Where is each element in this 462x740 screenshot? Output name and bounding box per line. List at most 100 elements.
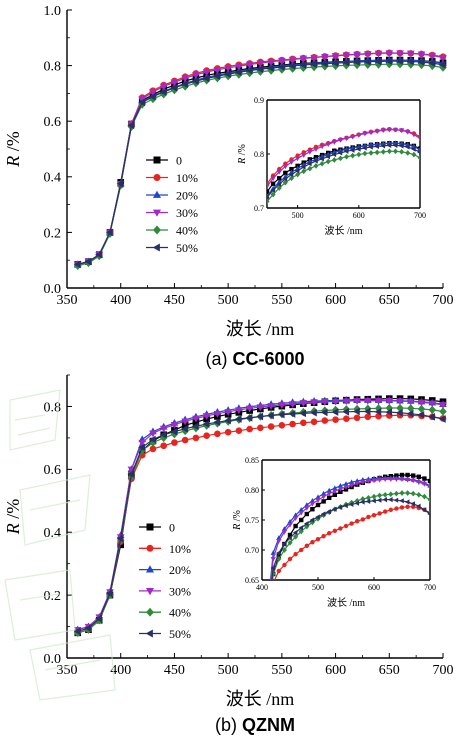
data-point: [411, 146, 416, 152]
data-point: [343, 523, 349, 529]
data-point: [354, 481, 360, 487]
legend-item: 0: [139, 521, 175, 535]
legend-marker: [153, 174, 161, 182]
data-point: [159, 425, 168, 433]
data-point: [288, 171, 294, 178]
data-point: [399, 149, 405, 155]
legend-marker: [145, 588, 155, 596]
legend-marker: [152, 243, 160, 252]
data-point: [374, 407, 382, 416]
data-point: [320, 408, 328, 417]
x-tick-label: 500: [218, 663, 239, 678]
data-point: [404, 477, 411, 483]
data-point: [332, 506, 337, 512]
data-point: [385, 408, 392, 416]
legend-1: 0 10% 20% 30% 40% 50%: [139, 521, 191, 641]
data-point: [288, 401, 297, 408]
data-point: [393, 490, 399, 497]
data-point: [234, 68, 242, 77]
data-point: [256, 60, 265, 68]
series-50%: [73, 407, 446, 636]
data-point: [348, 483, 355, 488]
data-point: [364, 413, 372, 421]
data-point: [116, 534, 124, 543]
data-point: [224, 70, 231, 79]
data-point: [405, 504, 410, 509]
data-point: [315, 536, 321, 542]
data-point: [267, 59, 275, 66]
data-point: [377, 511, 382, 516]
data-point: [388, 491, 394, 498]
data-point: [301, 153, 307, 158]
data-point: [319, 156, 324, 162]
data-point: [256, 412, 264, 421]
data-point: [363, 398, 372, 405]
data-point: [202, 69, 211, 77]
x-tick-label: 600: [368, 583, 380, 592]
legend-label: 20%: [169, 563, 191, 577]
data-point: [393, 148, 399, 155]
series-30%: [73, 50, 447, 269]
data-point: [293, 533, 299, 540]
x-tick-label: 550: [271, 293, 292, 308]
legend-label: 50%: [169, 627, 191, 641]
data-point: [362, 145, 367, 151]
y-tick-label: 1.0: [44, 4, 62, 19]
data-point: [278, 57, 286, 65]
data-point: [224, 428, 232, 436]
data-point: [313, 158, 318, 164]
x-tick-label: 550: [271, 663, 292, 678]
legend-label: 30%: [176, 206, 198, 220]
data-point: [405, 150, 411, 156]
data-point: [95, 614, 102, 623]
data-point: [326, 508, 332, 515]
data-point: [354, 500, 360, 506]
legend-marker: [153, 156, 161, 164]
data-point: [374, 50, 383, 58]
data-point: [363, 57, 371, 66]
data-point: [374, 398, 383, 405]
data-point: [270, 176, 276, 182]
y-tick-label: 0.8: [44, 400, 62, 415]
data-point: [293, 551, 298, 557]
data-point: [421, 482, 428, 487]
y-tick-label: 0.65: [245, 576, 259, 585]
data-point: [410, 490, 416, 497]
y-tick-label: 0.9: [254, 96, 264, 105]
data-point: [266, 608, 270, 612]
data-point: [343, 485, 349, 490]
data-point: [246, 425, 253, 433]
inset-0: 500 600 700 0.7 0.8 0.9 波长 /nm R /%: [237, 96, 426, 237]
data-point: [293, 523, 298, 529]
data-point: [300, 164, 306, 170]
data-point: [343, 415, 350, 423]
y-tick-label: 0.0: [44, 282, 62, 297]
data-point: [342, 407, 350, 416]
data-point: [224, 416, 231, 425]
data-point: [276, 550, 281, 556]
data-point: [192, 415, 200, 423]
data-point: [417, 399, 426, 407]
data-point: [73, 260, 81, 269]
data-point: [331, 151, 337, 158]
data-point: [410, 501, 416, 507]
data-point: [300, 419, 307, 427]
data-point: [439, 407, 447, 416]
data-point: [362, 150, 368, 157]
data-point: [321, 499, 326, 504]
data-point: [356, 146, 361, 152]
data-point: [149, 89, 157, 97]
data-point: [202, 413, 211, 420]
x-axis-label: 波长 /nm: [327, 596, 365, 609]
data-point: [388, 507, 393, 512]
data-point: [428, 405, 436, 415]
data-point: [356, 151, 362, 158]
data-point: [245, 66, 253, 75]
data-point: [170, 84, 178, 92]
data-point: [382, 496, 388, 503]
data-point: [148, 92, 156, 101]
data-point: [428, 52, 437, 60]
data-point: [406, 50, 415, 58]
data-point: [138, 443, 145, 452]
data-point: [399, 490, 405, 496]
